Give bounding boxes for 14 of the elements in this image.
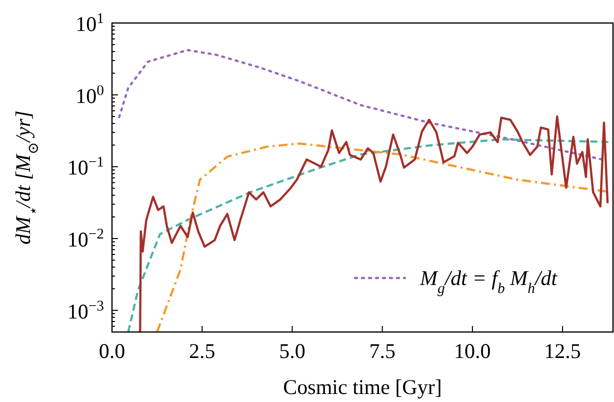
y-tick-label: 10$^{−2}$ [67, 226, 104, 252]
y-tick-label: 10$^{1}$ [76, 11, 104, 36]
x-tick-label: 10.0 [454, 339, 491, 363]
line-series [118, 48, 604, 161]
x-tick-label: 7.5 [369, 339, 396, 363]
x-tick-label: 0.0 [98, 339, 126, 363]
y-tick-label: 10$^{0}$ [76, 82, 104, 108]
y-tick-label: 10$^{−3}$ [67, 298, 104, 324]
legend-label: M$_{g}$/dt = f$_{b}$ M$_{h}$/dt [419, 266, 558, 297]
x-tick-label: 2.5 [188, 339, 216, 363]
x-tick-label: 5.0 [279, 339, 306, 363]
y-tick-label: 10$^{−1}$ [67, 154, 104, 180]
x-axis-title: Cosmic time [Gyr] [283, 375, 442, 399]
x-tick-label: 12.5 [544, 339, 581, 363]
